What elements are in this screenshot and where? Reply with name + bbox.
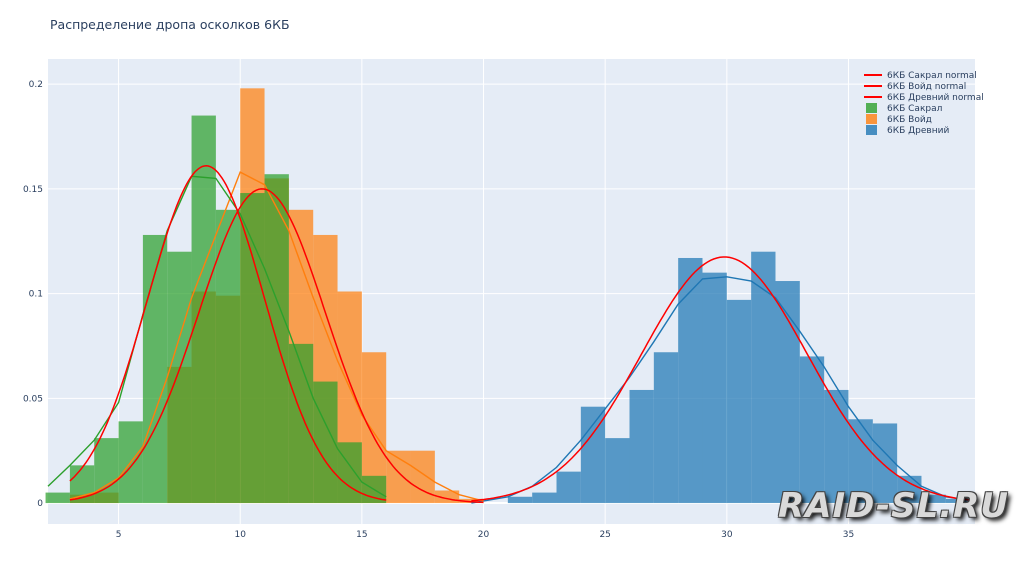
bar — [702, 272, 727, 504]
bar — [410, 450, 435, 504]
bar — [386, 450, 411, 504]
bar — [240, 193, 265, 504]
x-tick-label: 35 — [843, 530, 854, 540]
watermark-logo: RAID-SL.RU — [778, 486, 1009, 526]
bar — [678, 257, 703, 504]
y-tick-label: 0.05 — [23, 394, 43, 404]
y-tick-label: 0 — [37, 499, 43, 509]
bar — [824, 389, 849, 504]
y-tick-label: 0.2 — [29, 80, 43, 90]
legend-bar-swatch — [866, 114, 877, 124]
bar — [799, 356, 825, 504]
kde-curve — [471, 276, 976, 504]
bar — [215, 209, 241, 504]
legend-label: 6КБ Древний — [887, 126, 949, 136]
legend-label: 6КБ Войд — [887, 115, 932, 125]
bar — [897, 475, 922, 504]
x-tick-label: 5 — [116, 530, 122, 540]
bars-layer — [45, 88, 971, 504]
x-axis-ticks: 5 10 15 20 25 30 35 — [116, 530, 855, 540]
bar — [507, 496, 533, 504]
legend-label: 6КБ Сакрал — [887, 104, 942, 114]
legend-bar-swatch — [866, 103, 877, 113]
normal-curve — [471, 256, 976, 502]
x-tick-label: 25 — [599, 530, 610, 540]
bar — [653, 352, 679, 504]
bar — [605, 438, 630, 504]
bar — [848, 419, 873, 504]
bar — [945, 498, 971, 504]
bar — [459, 498, 484, 504]
bar — [532, 492, 557, 504]
bar — [629, 389, 654, 504]
bar — [921, 494, 946, 504]
chart-title: Распределение дропа осколков 6КБ — [50, 17, 290, 32]
bar — [726, 299, 752, 504]
legend-label: 6КБ Войд normal — [887, 82, 966, 92]
y-tick-label: 0.15 — [23, 185, 43, 195]
legend-bar-swatch — [866, 125, 877, 135]
normal-curve — [69, 188, 484, 504]
x-tick-label: 15 — [356, 530, 367, 540]
bar — [69, 465, 95, 504]
bar — [313, 381, 338, 504]
kde-curve — [69, 171, 484, 502]
bar — [94, 438, 119, 504]
legend-label: 6КБ Сакрал normal — [887, 71, 977, 81]
normal-curve — [69, 165, 387, 501]
kde-curve — [47, 175, 387, 498]
legend-label: 6КБ Древний normal — [887, 93, 984, 103]
bar — [45, 492, 70, 504]
y-axis-ticks: 0 0.05 0.1 0.15 0.2 — [23, 80, 43, 509]
bar — [872, 423, 898, 504]
curves-layer — [47, 165, 976, 504]
y-tick-label: 0.1 — [29, 290, 43, 300]
bar — [337, 442, 362, 504]
bar — [167, 251, 192, 504]
bar — [191, 115, 216, 504]
bar — [288, 343, 314, 504]
x-tick-label: 10 — [234, 530, 246, 540]
x-tick-label: 30 — [721, 530, 733, 540]
bar — [142, 234, 168, 504]
bar — [556, 471, 581, 504]
x-tick-label: 20 — [478, 530, 490, 540]
